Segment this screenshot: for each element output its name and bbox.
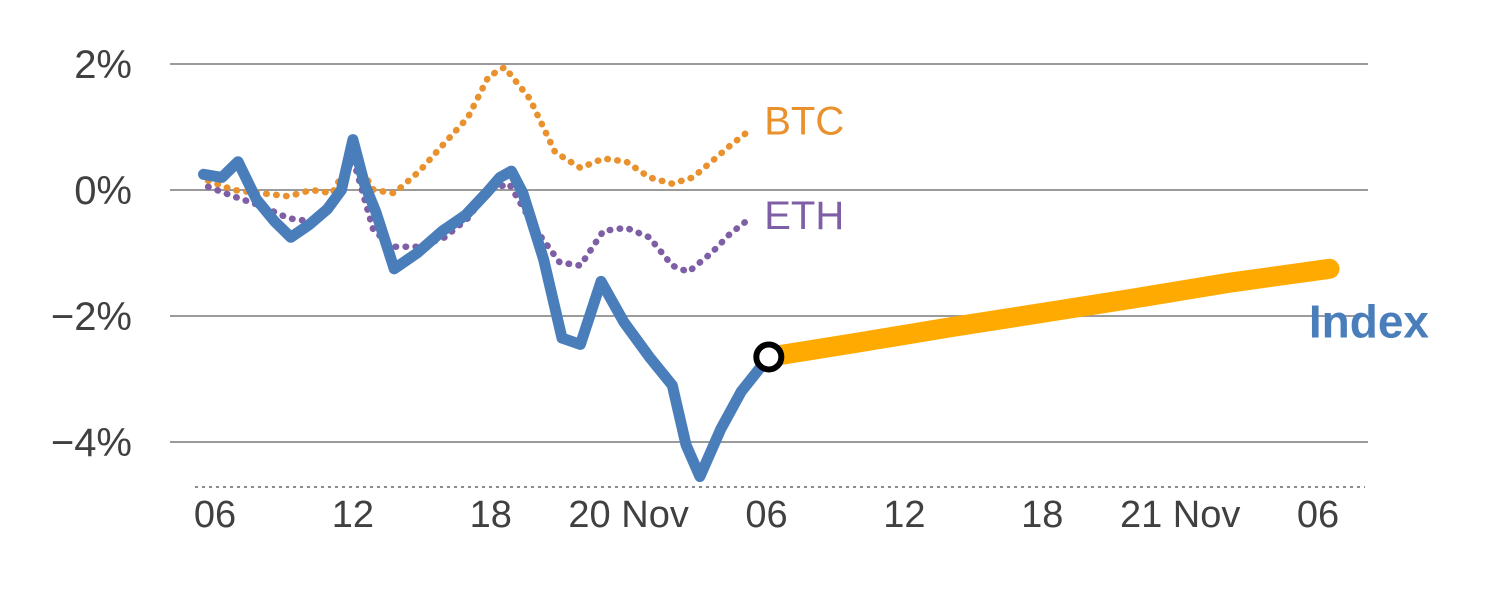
series-index xyxy=(198,134,775,483)
x-tick-label: 21 Nov xyxy=(1120,494,1240,536)
x-tick-label: 18 xyxy=(470,494,512,536)
y-tick-label: −2% xyxy=(51,295,132,339)
series-label-btc: BTC xyxy=(764,99,844,143)
y-tick-label: 2% xyxy=(74,43,132,87)
x-tick-label: 12 xyxy=(332,494,374,536)
series-btc xyxy=(204,63,750,200)
series-index-forecast xyxy=(758,258,1340,367)
x-tick-label: 06 xyxy=(194,494,236,536)
series-label-eth: ETH xyxy=(764,194,844,238)
y-tick-label: 0% xyxy=(74,169,132,213)
x-tick-label: 20 Nov xyxy=(568,494,688,536)
x-tick-label: 18 xyxy=(1021,494,1063,536)
y-tick-label: −4% xyxy=(51,421,132,465)
series-eth xyxy=(204,155,750,276)
series-label-index: Index xyxy=(1309,296,1430,348)
x-tick-label: 06 xyxy=(1297,494,1339,536)
x-tick-label: 06 xyxy=(745,494,787,536)
current-point-marker xyxy=(753,341,785,373)
x-tick-label: 12 xyxy=(883,494,925,536)
